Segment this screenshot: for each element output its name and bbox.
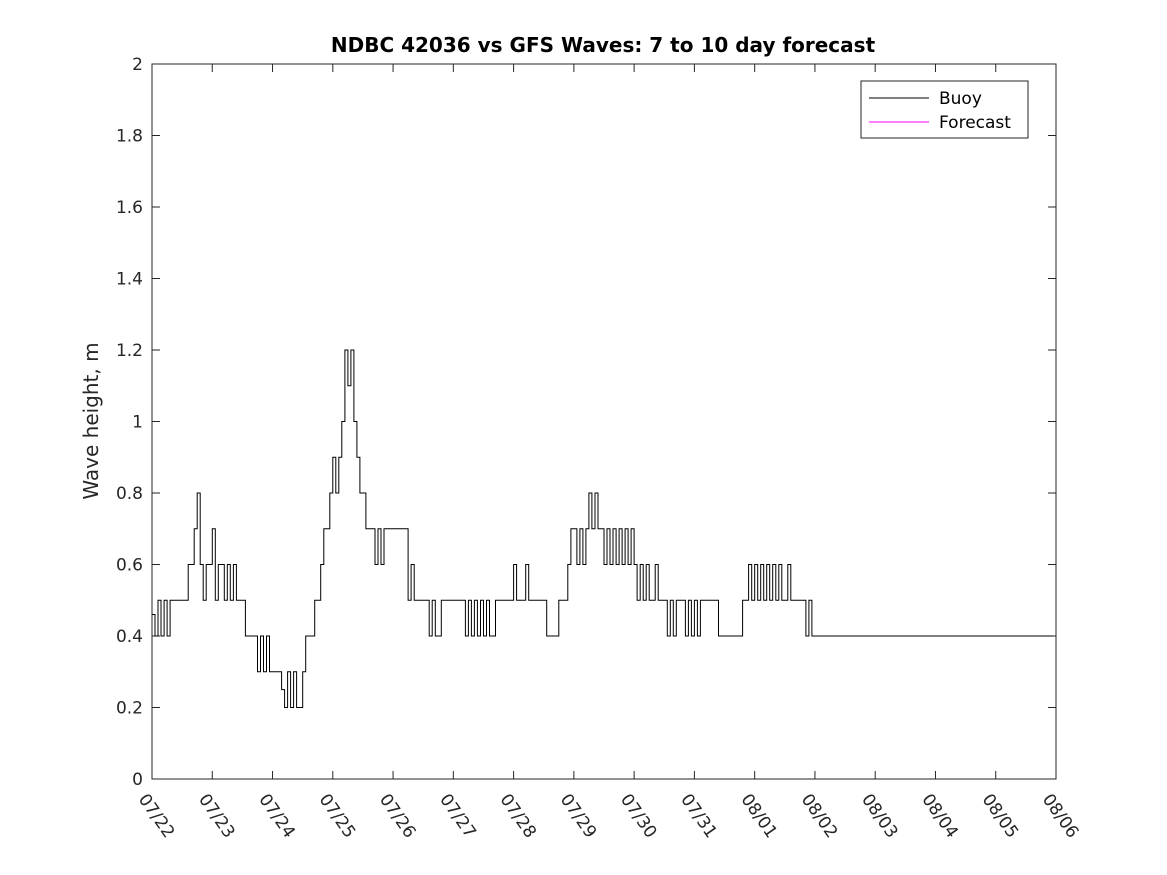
series-layer	[152, 349, 1053, 708]
x-tick-label: 07/23	[194, 790, 238, 842]
chart-title: NDBC 42036 vs GFS Waves: 7 to 10 day for…	[331, 33, 876, 57]
y-tick-label: 0.8	[116, 484, 143, 504]
y-tick-label: 0.2	[116, 699, 143, 719]
legend-box	[860, 80, 1029, 139]
y-tick-label: 1.8	[116, 127, 143, 147]
x-tick-label: 07/28	[496, 790, 540, 842]
y-tick-label: 0.4	[116, 627, 143, 647]
x-tick-label: 07/29	[556, 790, 600, 842]
x-tick-label: 07/22	[134, 790, 178, 842]
y-tick-label: 1.4	[116, 270, 143, 290]
x-tick-label: 08/06	[1038, 790, 1082, 842]
y-axis-ticks: 0 0.2 0.4 0.6 0.8 1 1.2 1.4 1.6 1.8 2	[116, 55, 1056, 790]
y-tick-label: 1.2	[116, 341, 143, 361]
x-tick-label: 07/31	[676, 790, 720, 842]
y-tick-label: 0.6	[116, 556, 143, 576]
legend-forecast-label: Forecast	[939, 113, 1011, 133]
y-tick-label: 2	[132, 55, 143, 75]
x-tick-label: 08/01	[737, 790, 781, 842]
x-tick-label: 08/02	[797, 790, 841, 842]
x-tick-label: 07/27	[435, 790, 479, 842]
x-tick-label: 07/24	[254, 790, 298, 842]
plot-area	[151, 63, 1057, 780]
x-tick-label: 07/26	[375, 790, 419, 842]
buoy-series-line	[152, 349, 1053, 708]
x-tick-label: 07/30	[616, 790, 660, 842]
x-tick-label: 08/05	[978, 790, 1022, 842]
y-axis-label: Wave height, m	[79, 342, 103, 499]
y-tick-label: 1	[132, 413, 143, 433]
y-tick-label: 1.6	[116, 198, 143, 218]
x-tick-label: 08/03	[857, 790, 901, 842]
legend: Buoy Forecast	[860, 80, 1029, 139]
y-tick-label: 0	[132, 770, 143, 790]
x-tick-label: 07/25	[315, 790, 359, 842]
x-tick-label: 08/04	[917, 790, 961, 842]
legend-buoy-label: Buoy	[939, 89, 982, 109]
